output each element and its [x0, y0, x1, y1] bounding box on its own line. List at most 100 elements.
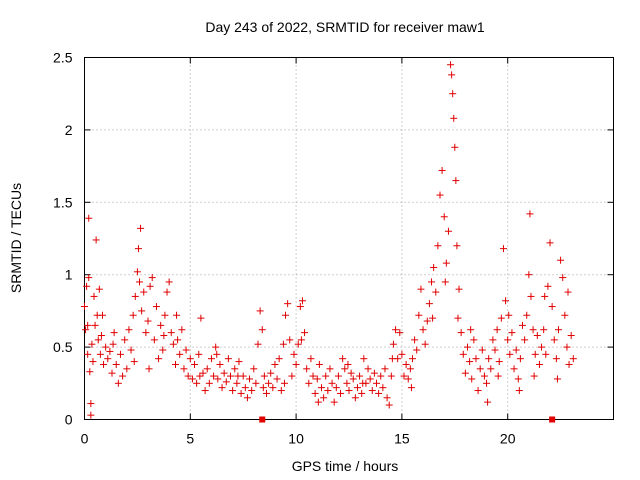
- data-point: [214, 375, 222, 383]
- data-point: [144, 317, 152, 325]
- data-point: [125, 326, 133, 334]
- data-point: [470, 336, 478, 344]
- data-point: [186, 355, 194, 363]
- data-point: [366, 375, 374, 383]
- data-point: [538, 343, 546, 351]
- data-point: [453, 242, 461, 250]
- data-point: [196, 372, 204, 380]
- data-point: [87, 411, 95, 419]
- data-point: [385, 401, 393, 409]
- data-point: [334, 372, 342, 380]
- data-point: [457, 329, 465, 337]
- data-point: [224, 355, 232, 363]
- square-marker: [259, 416, 266, 423]
- data-point: [216, 360, 224, 368]
- data-point: [548, 303, 556, 311]
- y-tick-label: 0.5: [53, 339, 73, 355]
- data-point: [529, 326, 537, 334]
- data-point: [269, 384, 277, 392]
- grid: [84, 57, 614, 420]
- data-point: [330, 398, 338, 406]
- data-point: [505, 311, 513, 319]
- data-point: [493, 326, 501, 334]
- data-point: [440, 213, 448, 221]
- data-point: [167, 329, 175, 337]
- x-tick-label: 20: [500, 431, 516, 447]
- data-point: [130, 358, 138, 366]
- data-point: [262, 389, 270, 397]
- data-point: [314, 398, 322, 406]
- y-tick-label: 1.5: [53, 194, 73, 210]
- data-point: [434, 242, 442, 250]
- data-point: [345, 387, 353, 395]
- data-point: [332, 384, 340, 392]
- data-point: [109, 340, 117, 348]
- data-point: [510, 365, 518, 373]
- data-point: [85, 214, 93, 222]
- data-point: [133, 268, 141, 276]
- data-point: [430, 263, 438, 271]
- data-point: [356, 372, 364, 380]
- x-tick-label: 10: [288, 431, 304, 447]
- data-point: [569, 355, 577, 363]
- data-point: [303, 365, 311, 373]
- data-point: [565, 360, 573, 368]
- data-point: [161, 311, 169, 319]
- data-point: [129, 311, 137, 319]
- data-point: [146, 282, 154, 290]
- data-point: [514, 375, 522, 383]
- data-point: [157, 321, 165, 329]
- data-point: [428, 278, 436, 286]
- data-point: [337, 389, 345, 397]
- data-point: [552, 355, 560, 363]
- data-point: [541, 292, 549, 300]
- data-point: [413, 346, 421, 354]
- data-point: [309, 372, 317, 380]
- data-point: [485, 355, 493, 363]
- data-point: [282, 311, 290, 319]
- data-point: [297, 336, 305, 344]
- y-tick-label: 2.5: [53, 50, 73, 66]
- data-point: [438, 166, 446, 174]
- data-point: [277, 387, 285, 395]
- data-point: [523, 311, 531, 319]
- data-point: [447, 61, 455, 69]
- data-point: [145, 365, 153, 373]
- data-point: [480, 372, 488, 380]
- data-point: [400, 372, 408, 380]
- data-point: [411, 336, 419, 344]
- data-point: [254, 340, 262, 348]
- data-point: [286, 336, 294, 344]
- data-point: [368, 387, 376, 395]
- data-point: [90, 292, 98, 300]
- data-point: [535, 360, 543, 368]
- data-point: [159, 346, 167, 354]
- data-point: [207, 355, 215, 363]
- data-point: [112, 360, 120, 368]
- data-point: [495, 358, 503, 366]
- data-point: [87, 400, 95, 408]
- data-point: [375, 389, 383, 397]
- data-point: [360, 355, 368, 363]
- data-point: [193, 379, 201, 387]
- data-point: [494, 372, 502, 380]
- data-point: [237, 389, 245, 397]
- data-point: [85, 274, 93, 282]
- data-point: [169, 340, 177, 348]
- data-point: [275, 355, 283, 363]
- data-point: [553, 375, 561, 383]
- data-point: [250, 365, 258, 373]
- data-point: [114, 379, 122, 387]
- data-point: [84, 321, 92, 329]
- data-point: [88, 340, 96, 348]
- data-point: [81, 303, 88, 311]
- data-point: [449, 90, 457, 98]
- data-point: [140, 288, 148, 296]
- data-point: [137, 224, 145, 232]
- data-point: [381, 365, 389, 373]
- data-point: [392, 326, 400, 334]
- y-tick-label: 0: [65, 412, 73, 428]
- data-point: [502, 297, 510, 305]
- data-point: [305, 379, 313, 387]
- chart-title: Day 243 of 2022, SRMTID for receiver maw…: [205, 19, 485, 35]
